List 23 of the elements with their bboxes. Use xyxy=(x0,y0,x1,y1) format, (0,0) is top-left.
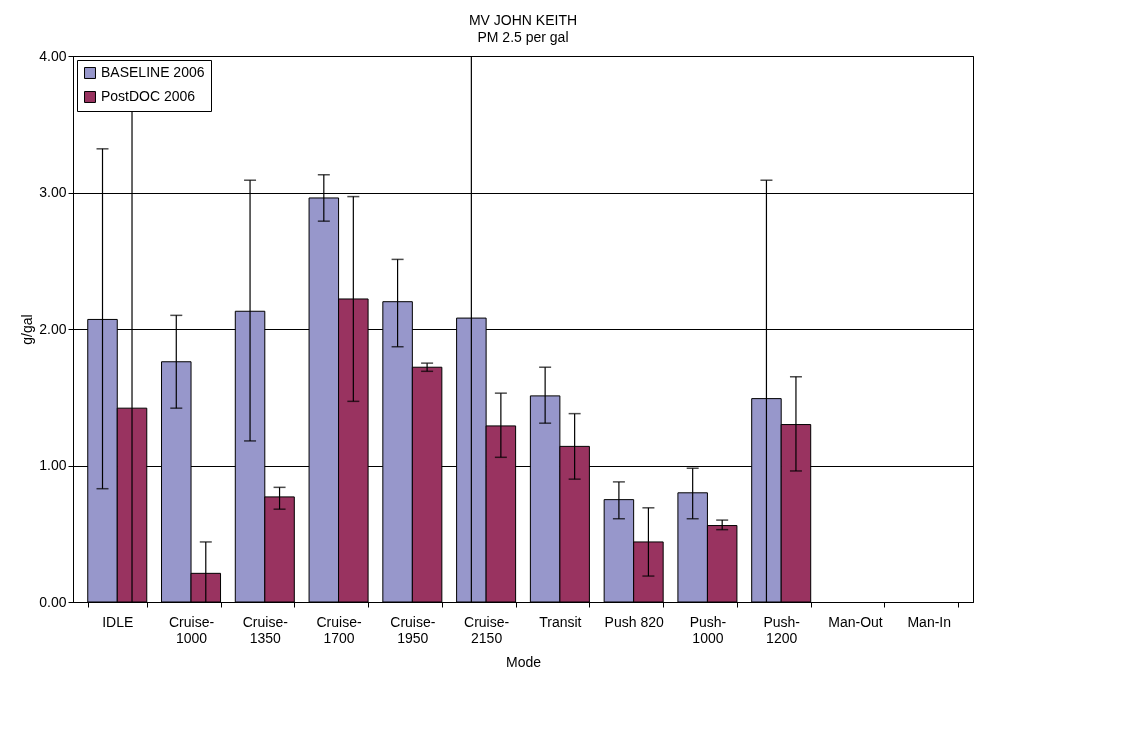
chart-subtitle: PM 2.5 per gal xyxy=(477,29,569,45)
x-tick-label: Push-1200 xyxy=(763,613,801,646)
x-tick-label: Cruise-1950 xyxy=(390,613,436,646)
y-tick-label: 0.00 xyxy=(39,593,67,610)
x-tick-label: Push-1000 xyxy=(689,613,727,646)
x-tick-label: IDLE xyxy=(102,613,134,630)
x-tick-label: Cruise-1000 xyxy=(168,613,215,646)
y-tick-label: 4.00 xyxy=(39,47,67,64)
x-tick-label: Cruise-1700 xyxy=(316,613,362,646)
x-tick-label: Cruise-2150 xyxy=(464,613,510,646)
x-tick-label: Cruise-1350 xyxy=(242,613,289,646)
legend-label: PostDOC 2006 xyxy=(101,88,196,104)
x-axis-title: Mode xyxy=(505,653,542,670)
x-tick-label: Transit xyxy=(539,613,582,630)
y-tick-label: 2.00 xyxy=(39,320,67,337)
legend-label: BASELINE 2006 xyxy=(101,64,205,80)
x-tick-label: Man-In xyxy=(907,613,952,630)
chart-title: MV JOHN KEITH xyxy=(468,12,578,28)
y-tick-label: 3.00 xyxy=(39,184,67,200)
y-tick-label: 1.00 xyxy=(39,457,67,473)
x-tick-label: Push 820 xyxy=(604,613,664,630)
y-axis-title: g/gal xyxy=(19,314,36,345)
x-tick-label: Man-Out xyxy=(828,613,883,630)
